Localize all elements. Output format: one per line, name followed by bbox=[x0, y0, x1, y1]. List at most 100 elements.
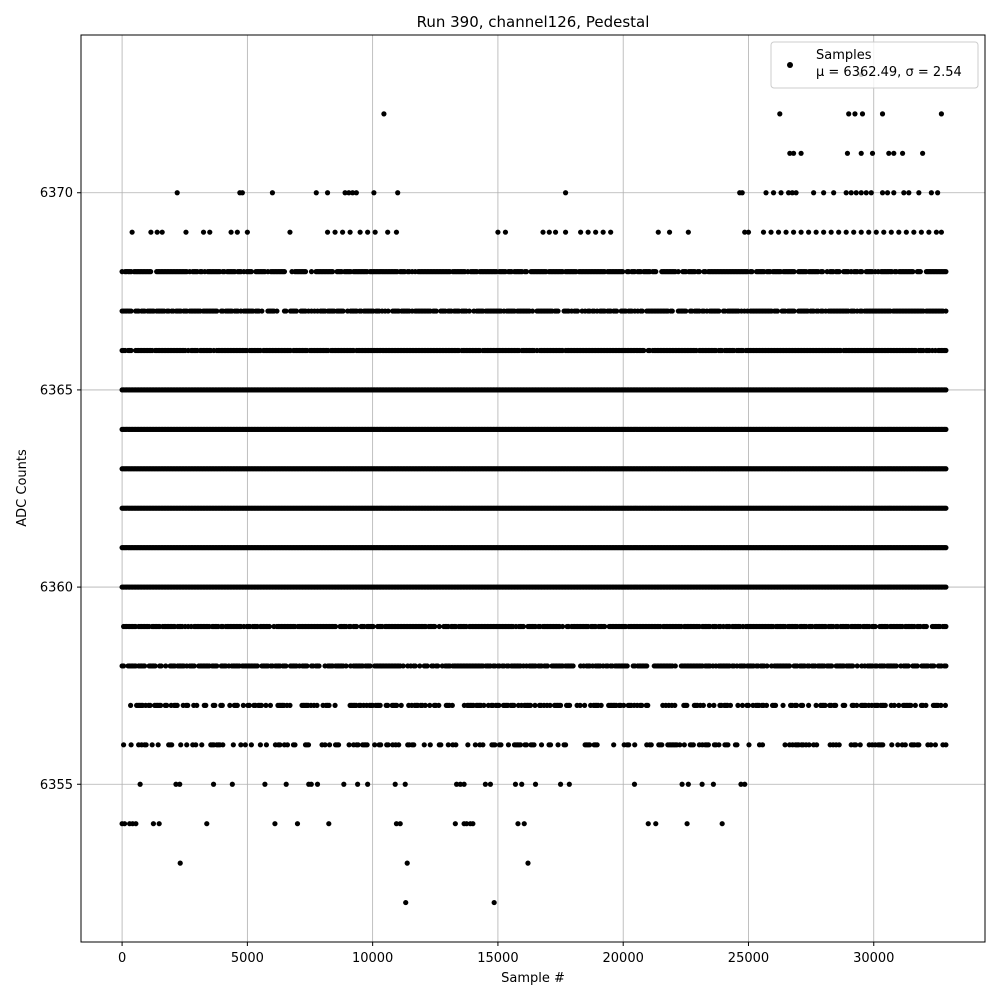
data-point bbox=[326, 702, 332, 708]
data-point bbox=[143, 742, 149, 748]
data-point bbox=[412, 663, 418, 669]
data-point bbox=[672, 663, 678, 669]
data-point bbox=[332, 623, 339, 630]
data-point bbox=[806, 742, 812, 748]
data-point bbox=[411, 742, 417, 748]
data-point bbox=[644, 663, 650, 669]
data-point bbox=[931, 663, 937, 669]
data-point bbox=[385, 742, 391, 748]
data-point bbox=[492, 742, 498, 748]
data-point bbox=[230, 742, 236, 748]
data-point bbox=[923, 702, 929, 708]
data-point bbox=[164, 702, 170, 708]
data-point bbox=[943, 584, 949, 590]
data-point bbox=[570, 663, 576, 669]
data-point bbox=[400, 663, 406, 669]
data-point bbox=[398, 702, 404, 708]
data-point bbox=[394, 702, 400, 708]
data-point bbox=[194, 702, 200, 708]
data-point bbox=[199, 742, 205, 748]
data-point bbox=[511, 702, 517, 708]
data-point bbox=[436, 702, 442, 708]
data-point bbox=[185, 702, 191, 708]
data-point bbox=[242, 742, 248, 748]
data-point bbox=[734, 742, 740, 748]
data-point bbox=[577, 702, 583, 708]
data-point bbox=[853, 742, 859, 748]
data-point bbox=[690, 742, 696, 748]
data-point bbox=[882, 702, 888, 708]
data-point bbox=[587, 742, 593, 748]
data-point bbox=[813, 702, 819, 708]
data-point bbox=[943, 505, 949, 511]
data-point bbox=[677, 742, 683, 748]
data-point bbox=[739, 702, 746, 708]
data-point bbox=[254, 663, 260, 669]
data-point bbox=[481, 702, 487, 708]
data-point bbox=[725, 742, 731, 748]
data-point bbox=[527, 702, 534, 708]
data-point bbox=[120, 742, 127, 748]
data-point bbox=[594, 742, 600, 748]
data-point bbox=[942, 702, 949, 708]
data-point bbox=[764, 663, 770, 669]
data-point bbox=[772, 702, 779, 708]
data-point bbox=[385, 702, 391, 708]
data-point bbox=[943, 623, 949, 630]
data-point bbox=[424, 663, 430, 669]
data-point bbox=[547, 742, 554, 748]
data-point bbox=[711, 702, 717, 708]
data-point bbox=[227, 702, 233, 708]
data-point bbox=[417, 663, 423, 669]
data-point bbox=[814, 742, 820, 748]
data-point bbox=[659, 742, 665, 748]
data-point bbox=[896, 702, 902, 708]
data-point bbox=[322, 742, 328, 748]
data-point bbox=[346, 742, 352, 748]
data-point bbox=[505, 742, 512, 748]
data-point bbox=[158, 702, 164, 708]
data-point bbox=[435, 663, 441, 669]
data-point bbox=[422, 702, 428, 708]
data-point bbox=[155, 742, 161, 748]
data-point bbox=[891, 702, 897, 708]
data-point bbox=[449, 702, 455, 708]
data-point bbox=[842, 702, 848, 708]
data-point bbox=[427, 702, 433, 708]
data-point bbox=[191, 663, 197, 669]
data-point bbox=[916, 742, 922, 748]
data-point bbox=[806, 702, 812, 708]
data-point bbox=[287, 702, 293, 708]
data-point bbox=[893, 663, 899, 669]
data-point bbox=[854, 702, 860, 708]
data-point bbox=[598, 702, 604, 708]
data-point bbox=[496, 702, 502, 708]
data-point bbox=[240, 702, 246, 708]
data-point bbox=[943, 466, 949, 472]
data-point bbox=[438, 742, 444, 748]
data-point bbox=[158, 663, 164, 669]
data-point bbox=[544, 663, 551, 669]
data-points bbox=[119, 71, 949, 906]
data-point bbox=[498, 742, 504, 748]
data-point bbox=[745, 702, 752, 708]
data-point bbox=[263, 702, 269, 708]
data-point bbox=[304, 663, 310, 669]
data-point bbox=[147, 702, 153, 708]
data-point bbox=[257, 742, 263, 748]
data-point bbox=[872, 623, 878, 630]
data-point bbox=[263, 742, 270, 748]
data-point bbox=[432, 623, 438, 630]
data-point bbox=[836, 742, 842, 748]
data-point bbox=[905, 663, 911, 669]
data-point bbox=[914, 663, 920, 669]
data-point bbox=[943, 387, 949, 393]
data-point bbox=[532, 702, 538, 708]
data-point bbox=[128, 702, 134, 708]
data-point bbox=[880, 742, 886, 748]
data-point bbox=[780, 702, 786, 708]
data-point bbox=[735, 702, 741, 708]
data-point bbox=[472, 742, 478, 748]
data-point bbox=[557, 702, 564, 708]
